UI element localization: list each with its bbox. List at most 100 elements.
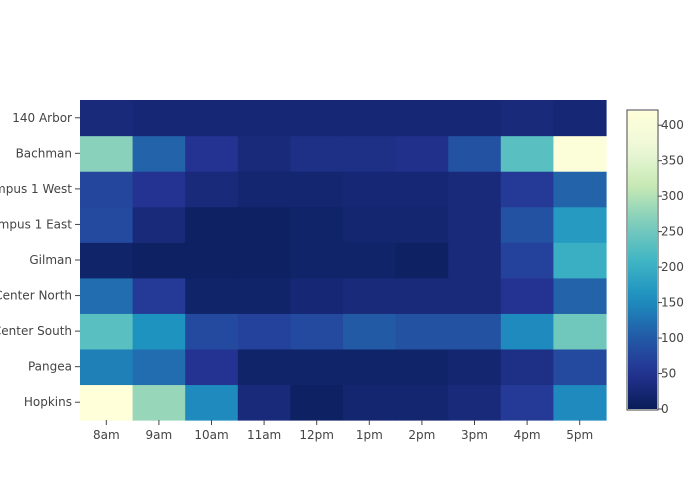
heatmap-cell xyxy=(500,277,554,314)
x-tick-label: 12pm xyxy=(299,428,334,442)
heatmap-cell xyxy=(448,277,502,314)
heatmap-cell xyxy=(185,313,239,350)
heatmap-cell xyxy=(553,171,607,208)
heatmap-cell xyxy=(80,206,134,243)
heatmap-cell xyxy=(237,384,291,421)
heatmap-cell xyxy=(237,171,291,208)
x-tick-label: 5pm xyxy=(566,428,593,442)
heatmap-cell xyxy=(290,242,344,279)
heatmap-cell xyxy=(553,384,607,421)
x-tick-label: 3pm xyxy=(461,428,488,442)
heatmap-cell xyxy=(395,384,449,421)
y-tick-label: Center North xyxy=(0,289,72,303)
heatmap-cell xyxy=(185,135,239,172)
colorbar-tick-label: 350 xyxy=(661,154,684,168)
heatmap-cell xyxy=(395,135,449,172)
heatmap-cell xyxy=(553,277,607,314)
heatmap-cell xyxy=(80,171,134,208)
x-tick-label: 9am xyxy=(146,428,173,442)
heatmap-cell xyxy=(500,206,554,243)
heatmap-cell xyxy=(80,313,134,350)
heatmap-cell xyxy=(343,348,397,386)
heatmap-cell xyxy=(132,242,186,279)
heatmap-cell xyxy=(290,313,344,350)
heatmap-cell xyxy=(448,313,502,350)
heatmap-cell xyxy=(448,100,502,137)
heatmap-cell xyxy=(448,206,502,243)
heatmap-cell xyxy=(132,206,186,243)
heatmap-cell xyxy=(395,348,449,386)
heatmap-cell xyxy=(448,135,502,172)
heatmap-cell xyxy=(185,277,239,314)
heatmap-cell xyxy=(553,100,607,137)
heatmap-cell xyxy=(343,171,397,208)
x-tick-label: 10am xyxy=(194,428,228,442)
x-tick-label: 8am xyxy=(93,428,120,442)
colorbar-tick-label: 100 xyxy=(661,331,684,345)
x-tick-label: 2pm xyxy=(408,428,435,442)
heatmap-cell xyxy=(80,277,134,314)
heatmap-cell xyxy=(395,100,449,137)
y-tick-label: Gilman xyxy=(29,253,72,267)
heatmap-cell xyxy=(343,313,397,350)
heatmap-cell xyxy=(80,135,134,172)
y-axis: Hopkins Pangea Center South Center North Gil… xyxy=(0,111,80,409)
heatmap-cell xyxy=(185,242,239,279)
heatmap-cell xyxy=(132,135,186,172)
colorbar-tick-label: 0 xyxy=(661,402,669,416)
colorbar-tick-label: 200 xyxy=(661,260,684,274)
heatmap-cell xyxy=(395,171,449,208)
heatmap-cell xyxy=(290,384,344,421)
heatmap-cell xyxy=(185,206,239,243)
heatmap-cell xyxy=(185,100,239,137)
heatmap-cell xyxy=(343,277,397,314)
colorbar-tick-label: 150 xyxy=(661,296,684,310)
heatmap-cell xyxy=(80,348,134,386)
heatmap-cell xyxy=(185,384,239,421)
y-tick-label: 140 Arbor xyxy=(12,111,72,125)
heatmap-cell xyxy=(237,206,291,243)
heatmap-cell xyxy=(395,277,449,314)
heatmap-cell xyxy=(290,206,344,243)
heatmap-cell xyxy=(343,135,397,172)
heatmap-cell xyxy=(132,171,186,208)
y-tick-label: ampus 1 West xyxy=(0,182,72,196)
heatmap-cell xyxy=(500,171,554,208)
heatmap-cell xyxy=(80,242,134,279)
heatmap-cell xyxy=(132,348,186,386)
heatmap-cell xyxy=(237,348,291,386)
colorbar-gradient xyxy=(628,111,657,409)
heatmap-cell xyxy=(395,313,449,350)
heatmap-cell xyxy=(290,348,344,386)
y-tick-label: Center South xyxy=(0,324,72,338)
heatmap-cell xyxy=(553,242,607,279)
heatmap-cell xyxy=(237,277,291,314)
heatmap-cell xyxy=(290,100,344,137)
heatmap-cell xyxy=(237,242,291,279)
x-tick-label: 4pm xyxy=(514,428,541,442)
heatmap-cell xyxy=(80,100,134,137)
y-tick-label: Bachman xyxy=(16,146,72,160)
y-tick-label: Pangea xyxy=(28,360,72,374)
heatmap-cell xyxy=(237,313,291,350)
heatmap-cell xyxy=(237,100,291,137)
heatmap-cell xyxy=(553,313,607,350)
y-tick-label: Hopkins xyxy=(24,395,72,409)
heatmap-cell xyxy=(500,100,554,137)
heatmap-cell xyxy=(395,242,449,279)
heatmap-cell xyxy=(132,313,186,350)
heatmap-cell xyxy=(500,242,554,279)
colorbar-tick-label: 400 xyxy=(661,118,684,132)
heatmap-cell xyxy=(132,100,186,137)
heatmap-cell xyxy=(290,171,344,208)
heatmap-cell xyxy=(448,348,502,386)
heatmap-cell xyxy=(448,384,502,421)
x-tick-label: 1pm xyxy=(356,428,383,442)
heatmap-cell xyxy=(500,313,554,350)
colorbar: 0 50 100 150 200 250 300 350 400 xyxy=(626,109,684,416)
heatmap-cell xyxy=(448,171,502,208)
heatmap-cell xyxy=(290,277,344,314)
x-axis: 8am 9am 10am 11am 12pm 1pm 2pm 3pm 4pm 5pm xyxy=(93,420,593,442)
heatmap-cell xyxy=(185,348,239,386)
heatmap-cell xyxy=(132,277,186,314)
